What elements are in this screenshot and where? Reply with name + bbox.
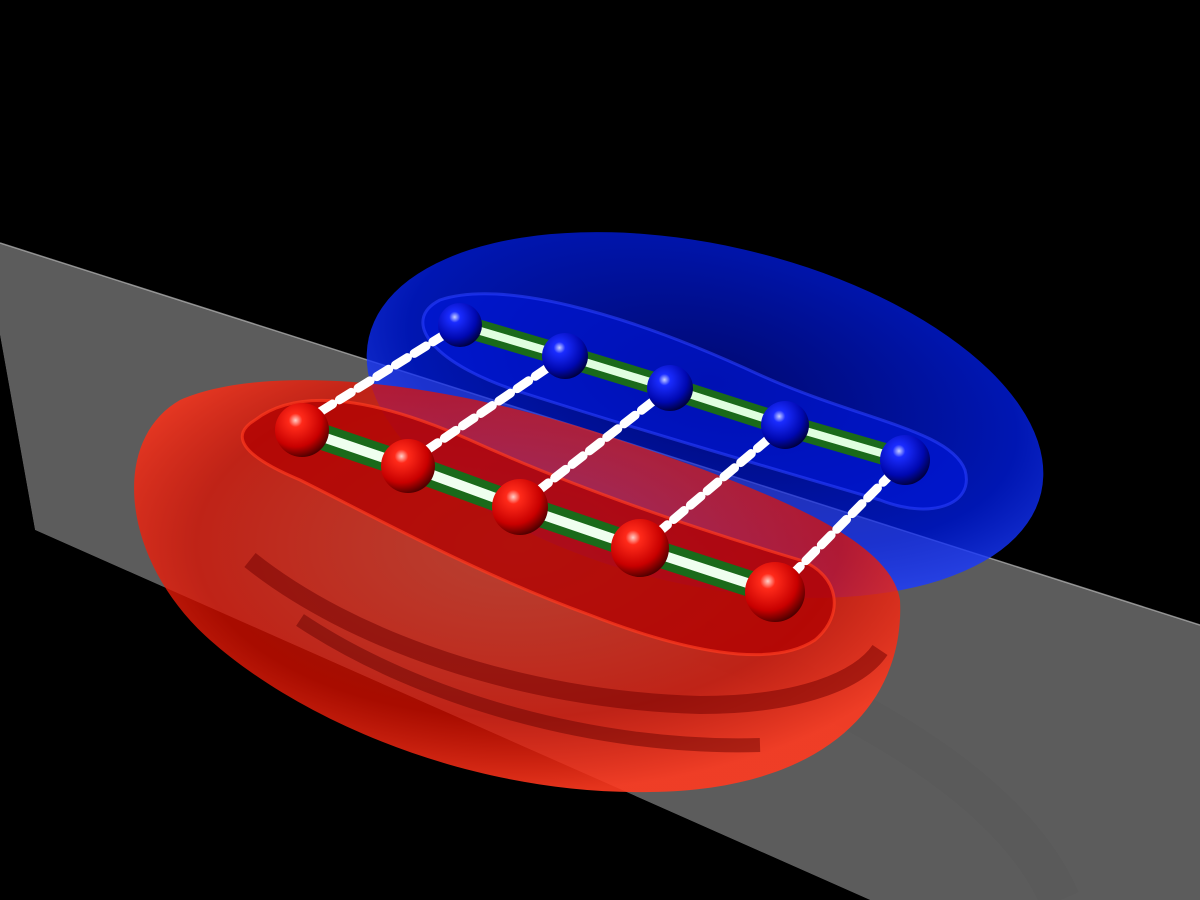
red-atom <box>745 562 805 622</box>
red-atom <box>275 403 329 457</box>
cutting-plane-front-face <box>0 335 870 900</box>
red-chain-atoms <box>275 403 805 622</box>
red-atom <box>611 519 669 577</box>
hbond-link <box>297 320 465 428</box>
blue-chain-atoms <box>438 303 930 485</box>
blue-atom <box>761 401 809 449</box>
hbond-link <box>515 383 675 510</box>
red-atom <box>492 479 548 535</box>
hbond-link <box>770 455 910 597</box>
red-atom <box>381 439 435 493</box>
hbond-link <box>403 351 570 468</box>
blue-atom <box>438 303 482 347</box>
interchain-links <box>297 320 910 597</box>
hbond-link <box>635 420 790 553</box>
blue-atom <box>647 365 693 411</box>
blue-atom <box>880 435 930 485</box>
blue-atom <box>542 333 588 379</box>
